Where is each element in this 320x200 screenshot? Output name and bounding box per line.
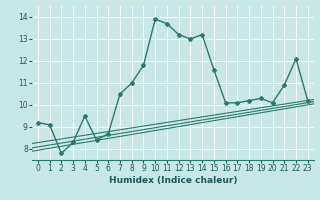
X-axis label: Humidex (Indice chaleur): Humidex (Indice chaleur) (108, 176, 237, 185)
